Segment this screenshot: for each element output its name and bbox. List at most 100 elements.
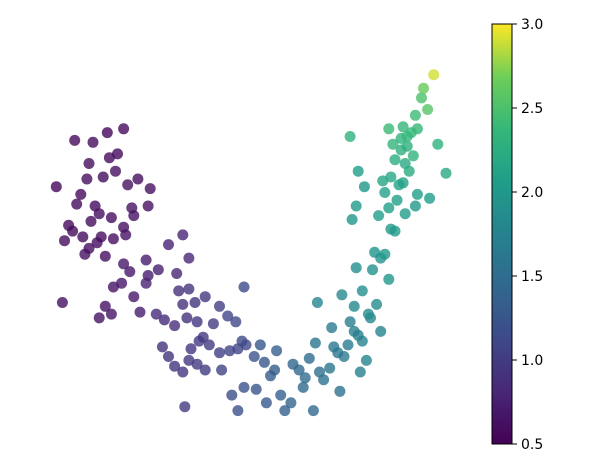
scatter-point [395, 144, 407, 156]
scatter-point [399, 208, 411, 220]
scatter-point [163, 351, 174, 362]
scatter-point [193, 335, 205, 347]
scatter-point [248, 351, 260, 362]
scatter-point [269, 364, 281, 376]
scatter-point [397, 121, 409, 133]
colorbar-tick-label: 0.5 [521, 437, 543, 453]
scatter-point [118, 123, 130, 135]
scatter-point [416, 92, 427, 104]
scatter-point [169, 320, 181, 332]
scatter-point [271, 345, 283, 357]
scatter-point [59, 235, 70, 247]
scatter-point [409, 109, 421, 121]
scatter-point [79, 248, 91, 260]
scatter-point [99, 300, 111, 312]
scatter-point [177, 298, 189, 310]
scatter-point [105, 308, 117, 320]
scatter-point [99, 250, 111, 262]
scatter-point [260, 397, 272, 409]
scatter-point [238, 381, 250, 393]
scatter-point [275, 389, 287, 401]
scatter-point [326, 322, 338, 334]
scatter-point [379, 187, 391, 198]
scatter-point [150, 308, 162, 320]
scatter-point [199, 291, 211, 303]
scatter-point [344, 131, 356, 142]
scatter-point [344, 316, 356, 328]
scatter-point [120, 229, 132, 241]
scatter-point [350, 262, 362, 274]
scatter-point [391, 194, 403, 206]
scatter-point [177, 229, 189, 241]
scatter-point [203, 339, 215, 351]
scatter-point [397, 177, 409, 189]
scatter-point [303, 352, 315, 364]
scatter-point [67, 225, 79, 237]
scatter-point [428, 69, 440, 81]
scatter-point [362, 308, 374, 320]
scatter-point [418, 82, 429, 94]
scatter-point [336, 289, 348, 301]
scatter-point [97, 171, 109, 183]
scatter-point [373, 210, 385, 222]
colorbar-tick-label: 2.0 [521, 185, 543, 201]
scatter-point [83, 158, 95, 169]
scatter-point [124, 266, 136, 278]
scatter-point [183, 283, 195, 295]
scatter-point [424, 192, 436, 204]
scatter-point [140, 254, 152, 266]
scatter-point [91, 237, 103, 249]
scatter-point [285, 397, 297, 409]
scatter-point [214, 347, 225, 359]
scatter-point [411, 188, 423, 200]
scatter-point [403, 165, 415, 177]
scatter-point [163, 239, 174, 251]
scatter-point [69, 134, 81, 146]
scatter-point [177, 366, 189, 378]
scatter-point [318, 374, 330, 386]
scatter-point [105, 212, 117, 224]
scatter-point [85, 215, 97, 227]
scatter-point [226, 389, 238, 401]
scatter-point [128, 291, 140, 303]
scatter-point [358, 181, 370, 193]
scatter-point [356, 285, 368, 297]
scatter-point [103, 152, 115, 164]
scatter-point [375, 325, 387, 337]
scatter-point [389, 154, 401, 166]
scatter-point [440, 167, 452, 179]
colorbar-tick-label: 1.5 [521, 269, 543, 285]
scatter-point [250, 383, 262, 395]
scatter-point [191, 358, 203, 370]
scatter-point [258, 356, 270, 368]
scatter-point [332, 347, 344, 359]
scatter-point [93, 208, 105, 220]
scatter-point [387, 138, 399, 150]
scatter-point [199, 364, 211, 376]
scatter-point [409, 200, 421, 212]
scatter-point [179, 401, 191, 413]
scatter-point [297, 381, 309, 393]
scatter-point [309, 337, 321, 349]
scatter-point [379, 248, 391, 260]
scatter-point [122, 179, 134, 191]
scatter-point [407, 150, 419, 162]
scatter-point [346, 214, 358, 225]
scatter-point [101, 127, 113, 139]
scatter-point [232, 405, 244, 417]
scatter-point [107, 233, 119, 245]
scatter-point [87, 136, 99, 148]
scatter-point [307, 405, 319, 417]
scatter-point [214, 300, 225, 312]
scatter-point [77, 231, 89, 243]
scatter-point [56, 297, 68, 308]
scatter-point [401, 131, 413, 142]
scatter-point [238, 281, 250, 293]
scatter-point [140, 277, 152, 289]
scatter-point [230, 316, 242, 328]
scatter-point [279, 405, 291, 417]
scatter-point [385, 223, 397, 235]
scatter-point [383, 202, 395, 214]
scatter-point [411, 123, 423, 135]
